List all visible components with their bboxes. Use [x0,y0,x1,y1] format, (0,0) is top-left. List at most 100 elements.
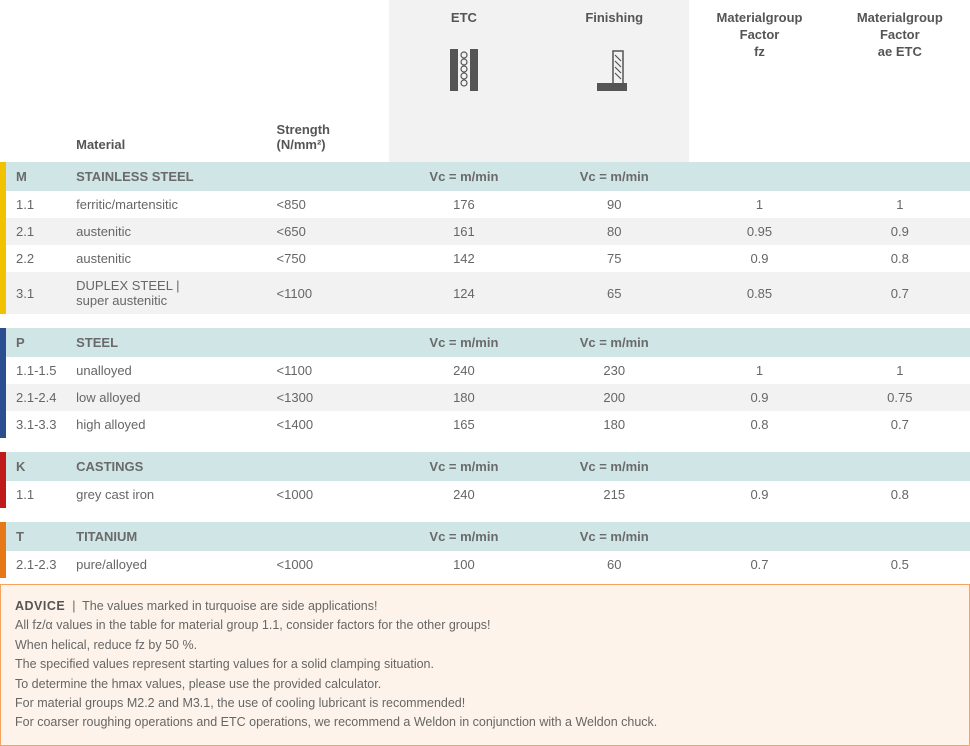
row-strength: <850 [269,191,389,218]
row-ae: 0.75 [830,384,970,411]
row-code: 2.1 [8,218,68,245]
header-factor-fz: Materialgroup Factor fz [689,0,829,116]
row-material: unalloyed [68,357,268,384]
group-label: TITANIUM [68,522,268,551]
table-row: 3.1DUPLEX STEEL |super austenitic<110012… [0,272,970,314]
row-code: 3.1 [8,272,68,314]
row-material: austenitic [68,218,268,245]
column-header-row: Material Strength (N/mm²) [0,116,970,162]
group-code: K [8,452,68,481]
table-row: 1.1ferritic/martensitic<8501769011 [0,191,970,218]
row-fz: 0.8 [689,411,829,438]
row-etc: 176 [389,191,539,218]
vc-fin: Vc = m/min [539,522,689,551]
row-fz: 0.85 [689,272,829,314]
row-fin: 75 [539,245,689,272]
group-label: STAINLESS STEEL [68,162,268,191]
header-etc: ETC [389,0,539,116]
vc-etc: Vc = m/min [389,162,539,191]
row-fz: 1 [689,357,829,384]
row-ae: 0.8 [830,245,970,272]
row-material: DUPLEX STEEL |super austenitic [68,272,268,314]
finishing-icon [595,47,633,93]
finishing-label: Finishing [547,10,681,37]
group-header: MSTAINLESS STEEL Vc = m/minVc = m/min [0,162,970,191]
row-fin: 80 [539,218,689,245]
row-fz: 0.9 [689,384,829,411]
vc-etc: Vc = m/min [389,328,539,357]
vc-etc: Vc = m/min [389,522,539,551]
table-row: 2.2austenitic<750142750.90.8 [0,245,970,272]
row-ae: 1 [830,191,970,218]
row-etc: 180 [389,384,539,411]
vc-fin: Vc = m/min [539,452,689,481]
header-icon-row: ETC Finishing [0,0,970,116]
advice-body: The values marked in turquoise are side … [15,599,657,729]
table-row: 2.1-2.3pure/alloyed<1000100600.70.5 [0,551,970,578]
row-code: 3.1-3.3 [8,411,68,438]
row-material: grey cast iron [68,481,268,508]
row-material: low alloyed [68,384,268,411]
row-material: pure/alloyed [68,551,268,578]
row-fin: 215 [539,481,689,508]
row-material: high alloyed [68,411,268,438]
row-ae: 0.8 [830,481,970,508]
row-fz: 0.7 [689,551,829,578]
row-code: 2.2 [8,245,68,272]
row-code: 1.1 [8,191,68,218]
row-etc: 161 [389,218,539,245]
table-row: 2.1austenitic<650161800.950.9 [0,218,970,245]
vc-fin: Vc = m/min [539,328,689,357]
group-code: P [8,328,68,357]
row-ae: 0.7 [830,411,970,438]
group-label: STEEL [68,328,268,357]
row-fz: 0.9 [689,245,829,272]
table-row: 1.1-1.5unalloyed<110024023011 [0,357,970,384]
row-code: 1.1-1.5 [8,357,68,384]
col-material: Material [68,116,268,162]
row-fin: 90 [539,191,689,218]
vc-fin: Vc = m/min [539,162,689,191]
row-strength: <1000 [269,551,389,578]
row-etc: 100 [389,551,539,578]
group-header: TTITANIUMVc = m/minVc = m/min [0,522,970,551]
row-fin: 230 [539,357,689,384]
vc-etc: Vc = m/min [389,452,539,481]
row-strength: <650 [269,218,389,245]
table-row: 2.1-2.4low alloyed<13001802000.90.75 [0,384,970,411]
row-fz: 1 [689,191,829,218]
row-fin: 60 [539,551,689,578]
row-etc: 165 [389,411,539,438]
row-strength: <1400 [269,411,389,438]
row-fz: 0.9 [689,481,829,508]
row-fz: 0.95 [689,218,829,245]
row-etc: 124 [389,272,539,314]
col-strength: Strength (N/mm²) [269,116,389,162]
row-code: 2.1-2.4 [8,384,68,411]
row-ae: 0.5 [830,551,970,578]
group-code: M [8,162,68,191]
row-strength: <750 [269,245,389,272]
group-header: PSTEEL Vc = m/minVc = m/min [0,328,970,357]
row-fin: 65 [539,272,689,314]
header-factor-ae: Materialgroup Factor ae ETC [830,0,970,116]
row-fin: 200 [539,384,689,411]
table-row: 3.1-3.3high alloyed<14001651800.80.7 [0,411,970,438]
row-strength: <1300 [269,384,389,411]
row-material: ferritic/martensitic [68,191,268,218]
row-etc: 142 [389,245,539,272]
group-label: CASTINGS [68,452,268,481]
advice-title: ADVICE [15,599,65,613]
row-strength: <1100 [269,272,389,314]
row-ae: 0.7 [830,272,970,314]
row-code: 1.1 [8,481,68,508]
row-strength: <1000 [269,481,389,508]
advice-box: ADVICE | The values marked in turquoise … [0,584,970,746]
row-ae: 1 [830,357,970,384]
row-etc: 240 [389,357,539,384]
advice-sep: | [69,599,82,613]
cutting-data-table: ETC Finishing [0,0,970,578]
row-fin: 180 [539,411,689,438]
row-etc: 240 [389,481,539,508]
table-row: 1.1grey cast iron<10002402150.90.8 [0,481,970,508]
